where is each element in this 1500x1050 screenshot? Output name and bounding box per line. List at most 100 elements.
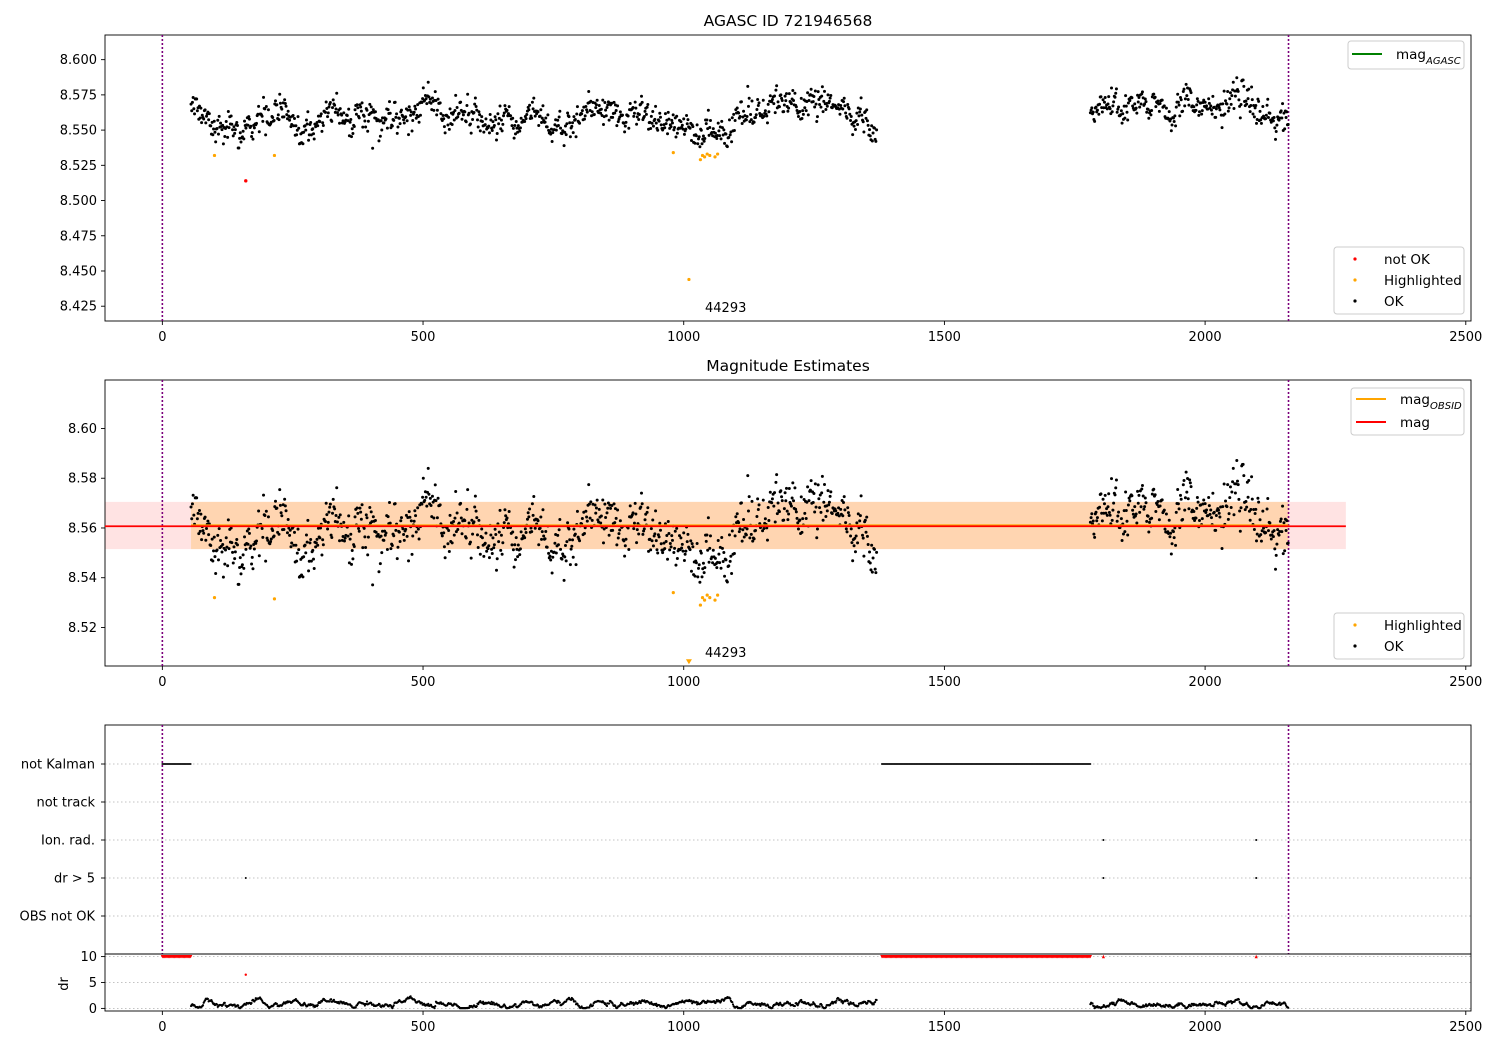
dr-point: [420, 1001, 423, 1004]
ok-point: [842, 100, 846, 104]
ok-point: [785, 509, 789, 513]
ok-point: [741, 115, 745, 119]
ok-point: [724, 558, 728, 562]
ok-point: [226, 109, 230, 113]
ok-point: [443, 556, 447, 560]
ok-point: [765, 121, 769, 125]
ok-point: [750, 99, 754, 103]
ok-point: [1116, 514, 1120, 518]
ok-point: [435, 516, 439, 520]
ok-point: [571, 131, 575, 135]
legend-point-swatch: [1353, 299, 1357, 303]
ok-point: [389, 547, 393, 551]
ok-point: [756, 508, 760, 512]
ok-point: [484, 117, 488, 121]
ok-point: [1182, 87, 1186, 91]
ok-point: [468, 122, 472, 126]
ok-point: [283, 102, 287, 106]
ok-point: [1178, 114, 1182, 118]
ok-point: [798, 109, 802, 113]
ok-point: [1182, 478, 1186, 482]
ok-point: [626, 526, 630, 530]
x-tick-label: 500: [411, 1020, 436, 1035]
ok-point: [407, 510, 411, 514]
category-label: not track: [36, 796, 95, 811]
ok-point: [711, 548, 715, 552]
ok-point: [217, 114, 221, 118]
ok-point: [722, 551, 726, 555]
ok-point: [659, 542, 663, 546]
ok-point: [838, 112, 842, 116]
ok-point: [526, 511, 530, 515]
ok-point: [601, 541, 605, 545]
ok-point: [266, 108, 270, 112]
ok-point: [193, 112, 197, 116]
ok-point: [333, 103, 337, 107]
ok-point: [796, 527, 800, 531]
ok-point: [751, 539, 755, 543]
ok-point: [558, 518, 562, 522]
ok-point: [556, 124, 560, 128]
ok-point: [1106, 102, 1110, 106]
ok-point: [482, 130, 486, 134]
ok-point: [350, 549, 354, 553]
ok-point: [729, 554, 733, 558]
ok-point: [1111, 508, 1115, 512]
ok-point: [801, 517, 805, 521]
ok-point: [472, 520, 476, 524]
ok-point: [347, 561, 351, 565]
ok-point: [1228, 97, 1232, 101]
ok-point: [409, 519, 413, 523]
ok-point: [378, 562, 382, 566]
ok-point: [590, 110, 594, 114]
ok-point: [1226, 89, 1230, 93]
ok-point: [747, 96, 751, 100]
ok-point: [782, 110, 786, 114]
not-ok-point: [244, 179, 248, 183]
dr-point: [531, 1001, 534, 1004]
ok-point: [675, 114, 679, 118]
ok-point: [371, 146, 375, 150]
ok-point: [417, 537, 421, 541]
ok-point: [1283, 127, 1287, 131]
ok-point: [209, 543, 213, 547]
ok-point: [663, 547, 667, 551]
ok-point: [573, 118, 577, 122]
ok-point: [368, 102, 372, 106]
ok-point: [1242, 84, 1246, 88]
ok-point: [824, 515, 828, 519]
ok-point: [1265, 103, 1269, 107]
ok-point: [215, 548, 219, 552]
ok-point: [1088, 520, 1092, 524]
ok-point: [1146, 107, 1150, 111]
y-tick-label: 8.56: [68, 521, 97, 536]
ok-point: [784, 486, 788, 490]
ok-point: [264, 559, 268, 563]
ok-point: [358, 506, 362, 510]
ok-point: [484, 531, 488, 535]
ok-point: [1107, 492, 1111, 496]
ok-point: [599, 111, 603, 115]
ok-point: [554, 551, 558, 555]
ok-point: [262, 493, 266, 497]
dr-point: [492, 1001, 495, 1004]
ok-point: [439, 112, 443, 116]
ok-point: [821, 518, 825, 522]
ok-point: [1115, 519, 1119, 523]
ok-point: [683, 552, 687, 556]
ok-point: [1124, 94, 1128, 98]
ok-point: [568, 135, 572, 139]
ok-point: [1184, 82, 1188, 86]
ok-point: [498, 104, 502, 108]
ok-point: [411, 534, 415, 538]
ok-point: [275, 506, 279, 510]
ok-point: [355, 103, 359, 107]
ok-point: [702, 571, 706, 575]
ok-point: [278, 488, 282, 492]
ok-point: [556, 543, 560, 547]
ok-point: [463, 110, 467, 114]
ok-point: [682, 531, 686, 535]
ok-point: [1145, 519, 1149, 523]
ok-point: [533, 114, 537, 118]
ok-point: [568, 121, 572, 125]
